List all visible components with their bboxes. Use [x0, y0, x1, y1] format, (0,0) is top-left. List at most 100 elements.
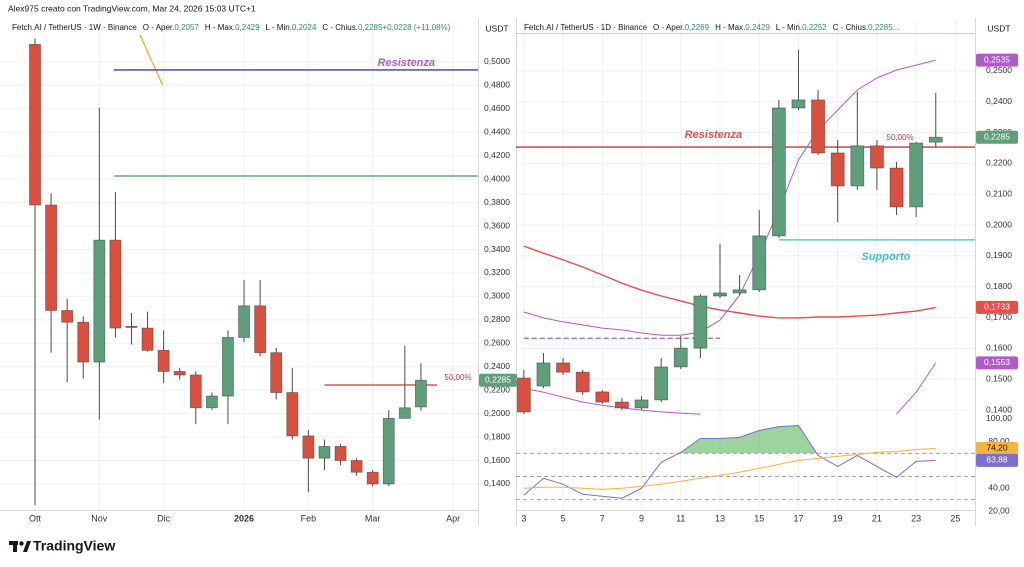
price-tag [976, 441, 1018, 455]
indicator-line [523, 59, 936, 336]
plot [29, 38, 478, 506]
level-label: 50,00% [444, 373, 471, 382]
x-tick-label: 3 [521, 513, 526, 523]
candle-body [109, 239, 122, 329]
candle-body [93, 239, 106, 363]
legend-label: L - Min. [776, 23, 802, 32]
candle-body [205, 395, 218, 409]
legend-label: O - Aper. [143, 23, 175, 32]
price-tag-label: 0,2285 [485, 374, 511, 384]
legend-value: +0,0228 (+11,08%) [382, 23, 450, 32]
price-tag-label: 74,20 [986, 443, 1008, 453]
y-tick-label: 0,5000 [484, 56, 510, 66]
y-tick-label: 0,3000 [484, 291, 510, 301]
candle-body [909, 142, 924, 208]
x-tick-label: Feb [301, 513, 317, 523]
y-tick-label: 0,1500 [986, 374, 1012, 384]
candle-body [732, 289, 747, 294]
candle-body [45, 204, 57, 311]
candle-body [654, 366, 669, 401]
y-tick-label: 0,3400 [484, 244, 510, 254]
level-name: Supporto [862, 251, 911, 263]
y-tick-label: 0,2200 [484, 384, 510, 394]
x-tick-label: 7 [600, 513, 605, 523]
level-name: Resistenza [378, 57, 435, 69]
y-tick-label: 0,4600 [484, 103, 510, 113]
candle-body [270, 352, 283, 393]
x-tick-label: 5 [561, 513, 566, 523]
indicator-line [523, 362, 937, 415]
y-tick-label: 0,3600 [484, 220, 510, 230]
candle-body [615, 401, 629, 409]
y-tick-label: 0,2200 [986, 158, 1012, 168]
legend: Fetch.AI / TetherUS · 1W · Binance O - Ap… [12, 23, 451, 32]
rsi-tick-label: 100,00 [986, 413, 1012, 423]
candle-body [286, 392, 299, 437]
y-tick-label: 0,1800 [986, 281, 1012, 291]
x-tick-label: Nov [91, 513, 108, 523]
x-tick-label: 9 [639, 513, 644, 523]
x-tick-label: 13 [715, 513, 725, 523]
header: Alex975 creato con TradingView.com, Mar … [8, 3, 256, 13]
price-tag [976, 453, 1018, 467]
x-tick-label: 19 [833, 513, 843, 523]
price-tag [976, 356, 1018, 370]
indicator-line [523, 245, 936, 319]
y-tick-label: 0,2800 [484, 314, 510, 324]
legend-title: Fetch.AI / TetherUS · 1D · Binance [524, 23, 648, 32]
y-tick-label: 0,3800 [484, 197, 510, 207]
legend-value: 0,2269 [685, 23, 710, 32]
legend-label: C - Chius. [322, 23, 358, 32]
legend-label: H - Max. [715, 23, 745, 32]
price-tag [976, 130, 1018, 144]
rsi-line [523, 424, 936, 499]
y-tick-label: 0,2400 [986, 96, 1012, 106]
legend-label: L - Min. [266, 23, 292, 32]
price-tag [976, 53, 1018, 67]
price-tag-label: 63,88 [986, 455, 1008, 465]
candle-body [173, 371, 186, 376]
rsi-line [523, 447, 936, 490]
candle-body [693, 295, 708, 349]
y-tick-label: 0,1900 [986, 250, 1012, 260]
legend-label: C - Chius. [833, 23, 869, 32]
price-tag-label: 0,2285 [984, 131, 1010, 141]
price-tag [479, 373, 517, 387]
level-name: Resistenza [685, 129, 742, 141]
candle-body [850, 145, 865, 187]
y-tick-label: 0,4200 [484, 150, 510, 160]
x-tick-label: 23 [911, 513, 921, 523]
candle-body [575, 371, 590, 393]
candle-body [928, 136, 943, 143]
candle-body [811, 99, 825, 154]
x-tick-label: 21 [872, 513, 882, 523]
y-tick-label: 0,2500 [986, 65, 1012, 75]
candle-body [536, 362, 551, 387]
y-tick-label: 0,4400 [484, 127, 510, 137]
candle-body [366, 471, 379, 485]
candle-body [334, 446, 347, 461]
candle-body [222, 337, 234, 397]
candle-body [61, 310, 74, 323]
y-tick-label: 0,2000 [484, 408, 510, 418]
candle-body [634, 399, 649, 409]
legend-label: O - Aper. [653, 23, 685, 32]
legend-value: 0,2252 [802, 23, 827, 32]
rsi-tick-label: 80,00 [988, 436, 1010, 446]
axis-unit: USDT [987, 23, 1010, 33]
candle-body [157, 349, 170, 372]
y-tick-label: 0,1400 [484, 478, 510, 488]
candle-body [398, 407, 411, 419]
y-tick-label: 0,3200 [484, 267, 510, 277]
candle-body [77, 321, 90, 363]
y-tick-label: 0,4800 [484, 80, 510, 90]
y-tick-label: 0,1400 [986, 404, 1012, 414]
y-tick-label: 0,1600 [484, 455, 510, 465]
x-tick-label: 11 [676, 513, 685, 523]
x-tick-label: Ott [29, 513, 42, 523]
candle-body [870, 145, 884, 169]
legend-value: 0,2024 [292, 23, 317, 32]
price-tag-label: 0,2535 [984, 54, 1010, 64]
